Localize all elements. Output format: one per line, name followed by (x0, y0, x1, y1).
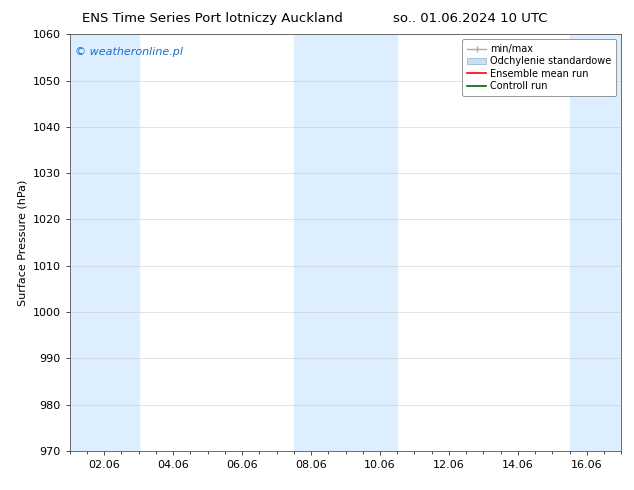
Bar (294, 34, 398, 451)
Bar (569, 34, 621, 451)
Text: ENS Time Series Port lotniczy Auckland: ENS Time Series Port lotniczy Auckland (82, 12, 343, 25)
Legend: min/max, Odchylenie standardowe, Ensemble mean run, Controll run: min/max, Odchylenie standardowe, Ensembl… (462, 39, 616, 96)
Bar (70, 34, 139, 451)
Y-axis label: Surface Pressure (hPa): Surface Pressure (hPa) (17, 179, 27, 306)
Text: © weatheronline.pl: © weatheronline.pl (75, 47, 183, 57)
Text: so.. 01.06.2024 10 UTC: so.. 01.06.2024 10 UTC (393, 12, 548, 25)
